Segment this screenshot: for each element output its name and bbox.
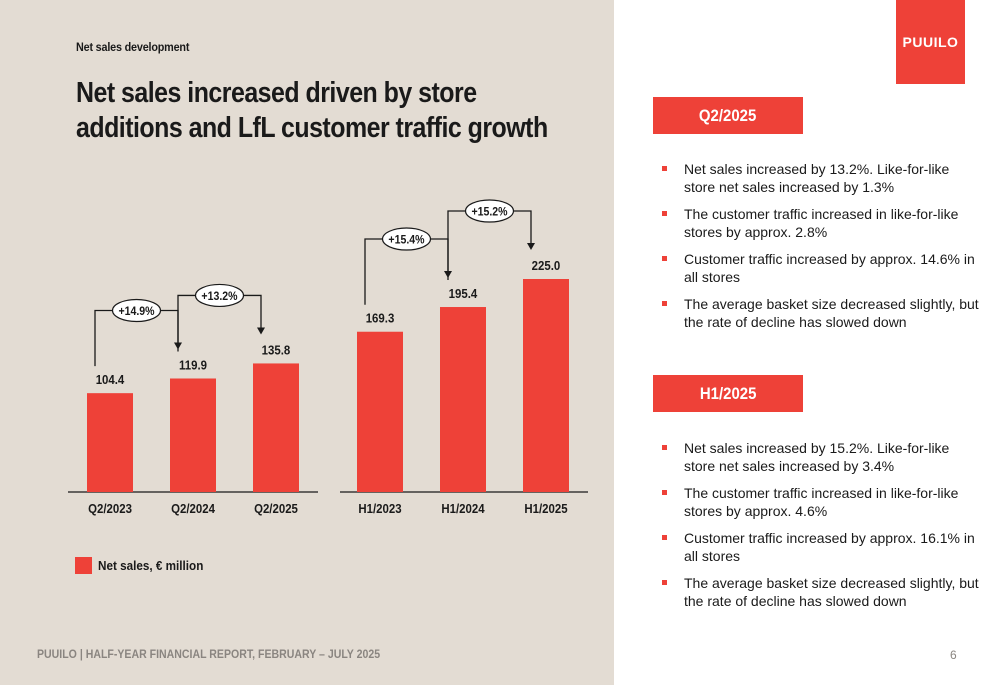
growth-label: +14.9% xyxy=(118,305,154,318)
q2-bullet-list: Net sales increased by 13.2%. Like-for-l… xyxy=(660,160,982,340)
value-label: 225.0 xyxy=(532,258,561,273)
tick-label: H1/2024 xyxy=(441,501,484,516)
bar-h1-2023 xyxy=(357,331,403,492)
bullet-text: Customer traffic increased by approx. 16… xyxy=(684,530,975,564)
logo-text: PUUILO xyxy=(902,34,959,50)
bullet-text: Net sales increased by 15.2%. Like-for-l… xyxy=(684,440,950,474)
bullet-square-icon xyxy=(662,166,667,171)
h1-bullet-list: Net sales increased by 15.2%. Like-for-l… xyxy=(660,439,982,619)
q2-2025-tag-label: Q2/2025 xyxy=(699,105,757,125)
bullet-text: The customer traffic increased in like-f… xyxy=(684,485,959,519)
h1-2025-tag-label: H1/2025 xyxy=(699,383,757,403)
bar-h1-2025 xyxy=(523,279,569,492)
bar-q2-2024 xyxy=(170,378,216,492)
puuilo-logo: PUUILO xyxy=(896,0,965,84)
bullet-text: The average basket size decreased slight… xyxy=(684,296,979,330)
growth-label: +13.2% xyxy=(201,290,237,303)
bullet-text: The customer traffic increased in like-f… xyxy=(684,206,959,240)
value-label: 119.9 xyxy=(179,358,207,373)
value-label: 135.8 xyxy=(262,343,291,358)
list-item: The average basket size decreased slight… xyxy=(660,295,982,331)
section-label: Net sales development xyxy=(76,40,190,54)
value-label: 104.4 xyxy=(96,372,125,387)
bullet-text: Net sales increased by 13.2%. Like-for-l… xyxy=(684,161,950,195)
legend-label: Net sales, € million xyxy=(98,558,204,573)
growth-arrow-icon xyxy=(527,243,535,250)
tick-label: H1/2025 xyxy=(524,501,567,516)
bullet-text: Customer traffic increased by approx. 14… xyxy=(684,251,975,285)
value-label: 195.4 xyxy=(449,286,478,301)
bullet-square-icon xyxy=(662,211,667,216)
bullet-square-icon xyxy=(662,445,667,450)
tick-label: Q2/2023 xyxy=(88,501,132,516)
list-item: The customer traffic increased in like-f… xyxy=(660,205,982,241)
bullet-square-icon xyxy=(662,301,667,306)
net-sales-chart: 104.4 Q2/2023 119.9 Q2/2024 135.8 Q2/2025 +14.… xyxy=(68,199,588,516)
list-item: The average basket size decreased slight… xyxy=(660,574,982,610)
bar-h1-2024 xyxy=(440,307,486,492)
page-title: Net sales increased driven by store addi… xyxy=(76,77,548,144)
q2-2025-tag: Q2/2025 xyxy=(653,97,803,134)
growth-bubble xyxy=(381,227,432,251)
bullet-square-icon xyxy=(662,256,667,261)
list-item: Customer traffic increased by approx. 16… xyxy=(660,529,982,565)
growth-bubble xyxy=(194,283,245,308)
page-number: 6 xyxy=(950,648,957,662)
tick-label: H1/2023 xyxy=(358,501,401,516)
bullet-square-icon xyxy=(662,535,667,540)
growth-label: +15.2% xyxy=(471,206,507,219)
growth-bubble xyxy=(111,298,162,323)
bullet-square-icon xyxy=(662,580,667,585)
growth-bubble xyxy=(464,199,515,223)
bar-q2-2023 xyxy=(87,393,133,492)
footer-text: PUUILO | HALF-YEAR FINANCIAL REPORT, FEB… xyxy=(37,647,381,661)
legend-swatch xyxy=(75,557,92,574)
tick-label: Q2/2025 xyxy=(254,501,298,516)
bullet-text: The average basket size decreased slight… xyxy=(684,575,979,609)
growth-label: +15.4% xyxy=(388,234,424,247)
list-item: Customer traffic increased by approx. 14… xyxy=(660,250,982,286)
list-item: The customer traffic increased in like-f… xyxy=(660,484,982,520)
list-item: Net sales increased by 13.2%. Like-for-l… xyxy=(660,160,982,196)
list-item: Net sales increased by 15.2%. Like-for-l… xyxy=(660,439,982,475)
bullet-square-icon xyxy=(662,490,667,495)
growth-arrow-icon xyxy=(257,327,265,335)
h1-2025-tag: H1/2025 xyxy=(653,375,803,412)
tick-label: Q2/2024 xyxy=(171,501,215,516)
value-label: 169.3 xyxy=(366,311,395,326)
bar-q2-2025 xyxy=(253,363,299,492)
chart-legend: Net sales, € million xyxy=(75,557,215,574)
left-panel xyxy=(0,0,614,685)
